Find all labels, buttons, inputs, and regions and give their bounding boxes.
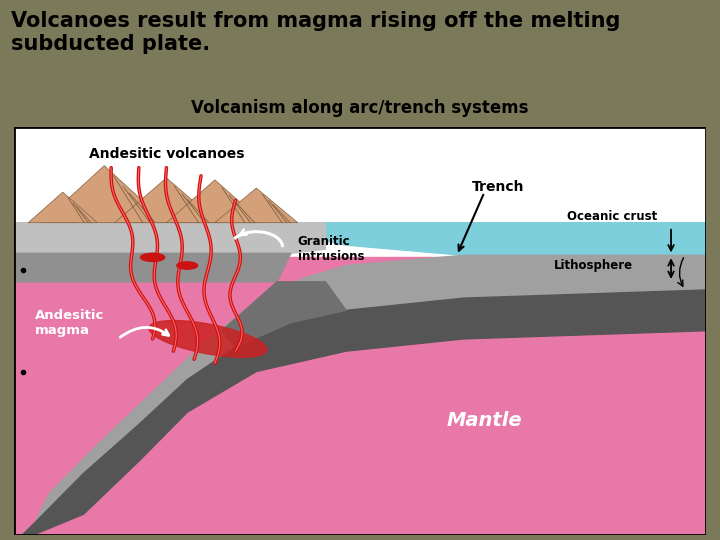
Text: Volcanism along arc/trench systems: Volcanism along arc/trench systems: [192, 99, 528, 117]
Polygon shape: [14, 290, 706, 540]
Bar: [14, 258, 706, 535]
Polygon shape: [28, 192, 97, 222]
Ellipse shape: [149, 321, 267, 357]
Text: Andesitic volcanoes: Andesitic volcanoes: [89, 147, 244, 161]
Polygon shape: [114, 178, 218, 222]
Text: Mantle: Mantle: [446, 411, 522, 430]
Text: Granitic
intrusions: Granitic intrusions: [298, 235, 364, 263]
Text: Andesitic
magma: Andesitic magma: [35, 308, 104, 336]
Ellipse shape: [177, 262, 197, 269]
Polygon shape: [215, 188, 298, 222]
Polygon shape: [14, 222, 325, 253]
Polygon shape: [166, 180, 264, 222]
Text: Oceanic crust: Oceanic crust: [567, 210, 657, 223]
Polygon shape: [222, 282, 346, 347]
Polygon shape: [35, 255, 706, 522]
Polygon shape: [305, 222, 706, 255]
Text: Volcanoes result from magma rising off the melting
subducted plate.: Volcanoes result from magma rising off t…: [11, 11, 620, 54]
Text: Lithosphere: Lithosphere: [554, 259, 633, 272]
Polygon shape: [14, 253, 291, 282]
Polygon shape: [42, 166, 166, 222]
Text: Trench: Trench: [472, 180, 524, 194]
Ellipse shape: [140, 253, 165, 261]
